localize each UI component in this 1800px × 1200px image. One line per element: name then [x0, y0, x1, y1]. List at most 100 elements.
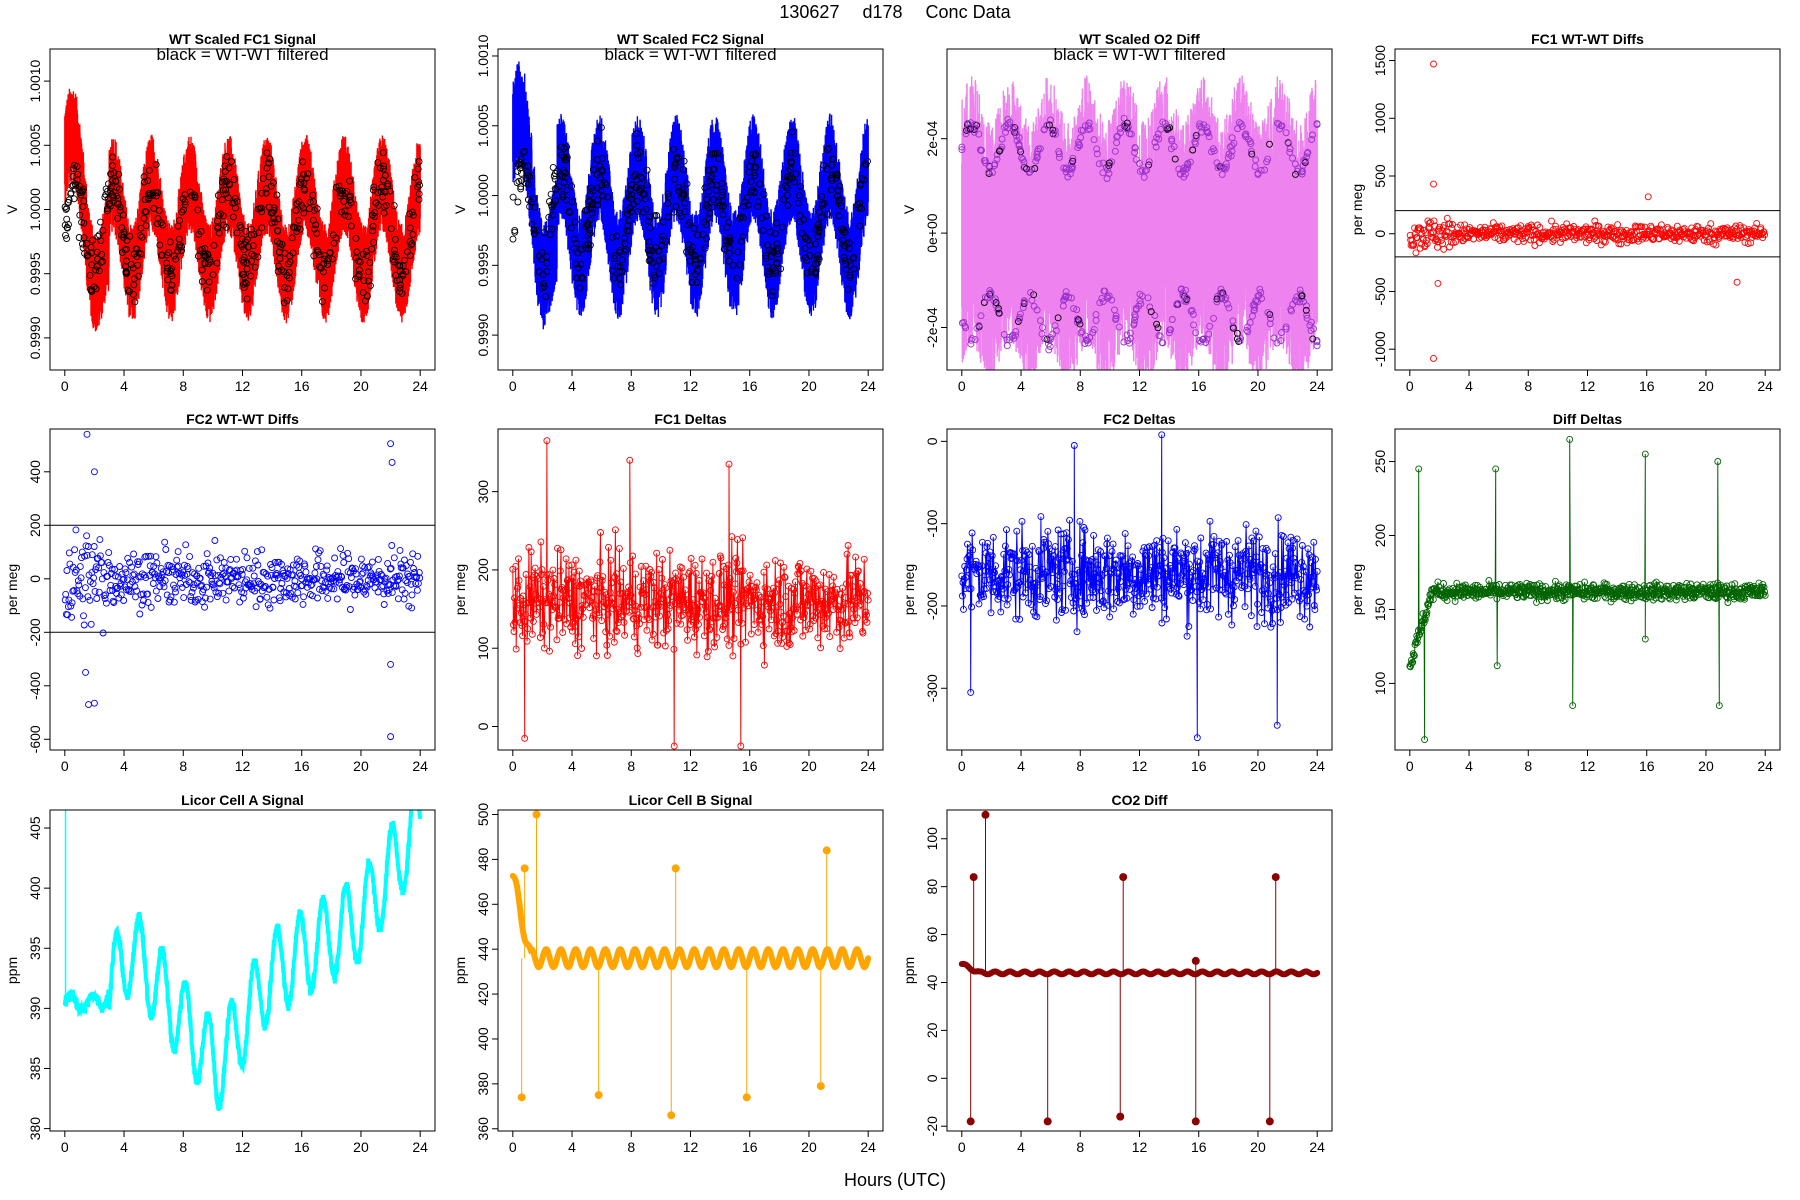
- data-point: [1090, 326, 1098, 334]
- y-tick-label: 100: [924, 827, 940, 851]
- data-point: [962, 566, 970, 574]
- data-point: [95, 588, 103, 596]
- data-point: [170, 252, 178, 260]
- data-point: [337, 545, 345, 553]
- y-axis-label-fc1_wtwt: per meg: [1349, 184, 1365, 235]
- data-point: [1726, 233, 1734, 241]
- data-point: [570, 235, 578, 243]
- data-point: [1202, 339, 1210, 346]
- data-point: [1267, 623, 1275, 631]
- data-point: [1630, 236, 1638, 244]
- data-point: [1138, 590, 1146, 598]
- data-point: [1128, 557, 1135, 565]
- data-point: [1074, 316, 1082, 324]
- data-point: [816, 208, 824, 216]
- data-point: [1580, 591, 1587, 599]
- data-point: [800, 614, 808, 622]
- data-point: [1252, 156, 1260, 164]
- data-point: [662, 238, 670, 246]
- data-point: [1085, 119, 1093, 127]
- data-point: [550, 200, 557, 208]
- data-point: [154, 220, 161, 228]
- data-point: [1150, 570, 1158, 578]
- data-point: [855, 602, 863, 610]
- data-point: [62, 231, 69, 239]
- data-point: [510, 628, 518, 635]
- data-point: [110, 599, 118, 606]
- data-point: [740, 214, 747, 222]
- data-point: [1196, 120, 1204, 128]
- data-point: [801, 609, 809, 617]
- data-point: [713, 633, 721, 641]
- data-point: [1409, 658, 1417, 666]
- y-tick-label: 440: [475, 937, 491, 961]
- data-point: [606, 589, 614, 597]
- data-point: [774, 244, 782, 252]
- data-point: [691, 561, 699, 569]
- data-point: [646, 213, 654, 221]
- data-point: [120, 597, 128, 604]
- data-point: [517, 169, 525, 177]
- data-point: [1248, 150, 1256, 158]
- data-point: [1281, 581, 1288, 589]
- data-point: [284, 285, 292, 293]
- data-point: [846, 273, 854, 281]
- data-point: [1270, 334, 1278, 342]
- data-point: [967, 336, 975, 344]
- data-point: [1152, 143, 1160, 151]
- data-point: [977, 146, 984, 154]
- data-point: [1276, 125, 1284, 133]
- data-point: [828, 161, 836, 169]
- data-point: [396, 262, 404, 270]
- data-point: [1016, 315, 1024, 323]
- data-point: [839, 604, 847, 612]
- data-point: [1124, 125, 1131, 133]
- data-point: [619, 611, 627, 619]
- data-point: [71, 180, 79, 188]
- data-point: [1066, 516, 1074, 524]
- data-point: [144, 177, 152, 185]
- data-point: [90, 543, 98, 550]
- data-point: [145, 552, 153, 560]
- data-point: [1171, 155, 1179, 163]
- data-point: [1233, 329, 1241, 337]
- data-point: [834, 186, 842, 194]
- data-point: [1070, 607, 1078, 615]
- data-point: [1099, 169, 1107, 177]
- data-point: [1077, 584, 1085, 591]
- data-point: [512, 645, 520, 653]
- x-tick-label: 16: [742, 1139, 758, 1155]
- data-point: [725, 641, 733, 649]
- data-point: [1239, 551, 1247, 559]
- data-point: [161, 577, 169, 585]
- overlay-markers-o2_diff: [958, 114, 1321, 354]
- data-point: [289, 249, 297, 257]
- data-point: [609, 605, 617, 613]
- data-point: [734, 606, 742, 614]
- data-point: [1548, 217, 1555, 225]
- panel-title-fc1_signal: WT Scaled FC1 Signal: [169, 31, 316, 47]
- data-point: [1412, 233, 1420, 241]
- x-tick-label: 24: [412, 758, 428, 774]
- data-point: [572, 260, 580, 268]
- data-point: [1294, 165, 1302, 173]
- data-point: [965, 552, 973, 560]
- data-point: [267, 561, 275, 568]
- data-point: [827, 186, 835, 194]
- data-point: [997, 608, 1005, 616]
- data-point: [1496, 237, 1504, 245]
- data-point: [570, 568, 578, 576]
- data-point: [666, 546, 674, 554]
- data-point: [1111, 306, 1118, 314]
- data-point: [1086, 573, 1094, 581]
- data-point: [1120, 596, 1127, 604]
- data-point: [168, 281, 176, 289]
- data-point: [204, 569, 212, 577]
- x-tick-label: 8: [627, 758, 635, 774]
- data-point: [407, 558, 414, 566]
- data-point: [815, 255, 823, 263]
- data-point: [590, 588, 598, 595]
- data-point: [227, 555, 235, 563]
- data-point: [1270, 571, 1278, 579]
- x-tick-label: 12: [235, 758, 251, 774]
